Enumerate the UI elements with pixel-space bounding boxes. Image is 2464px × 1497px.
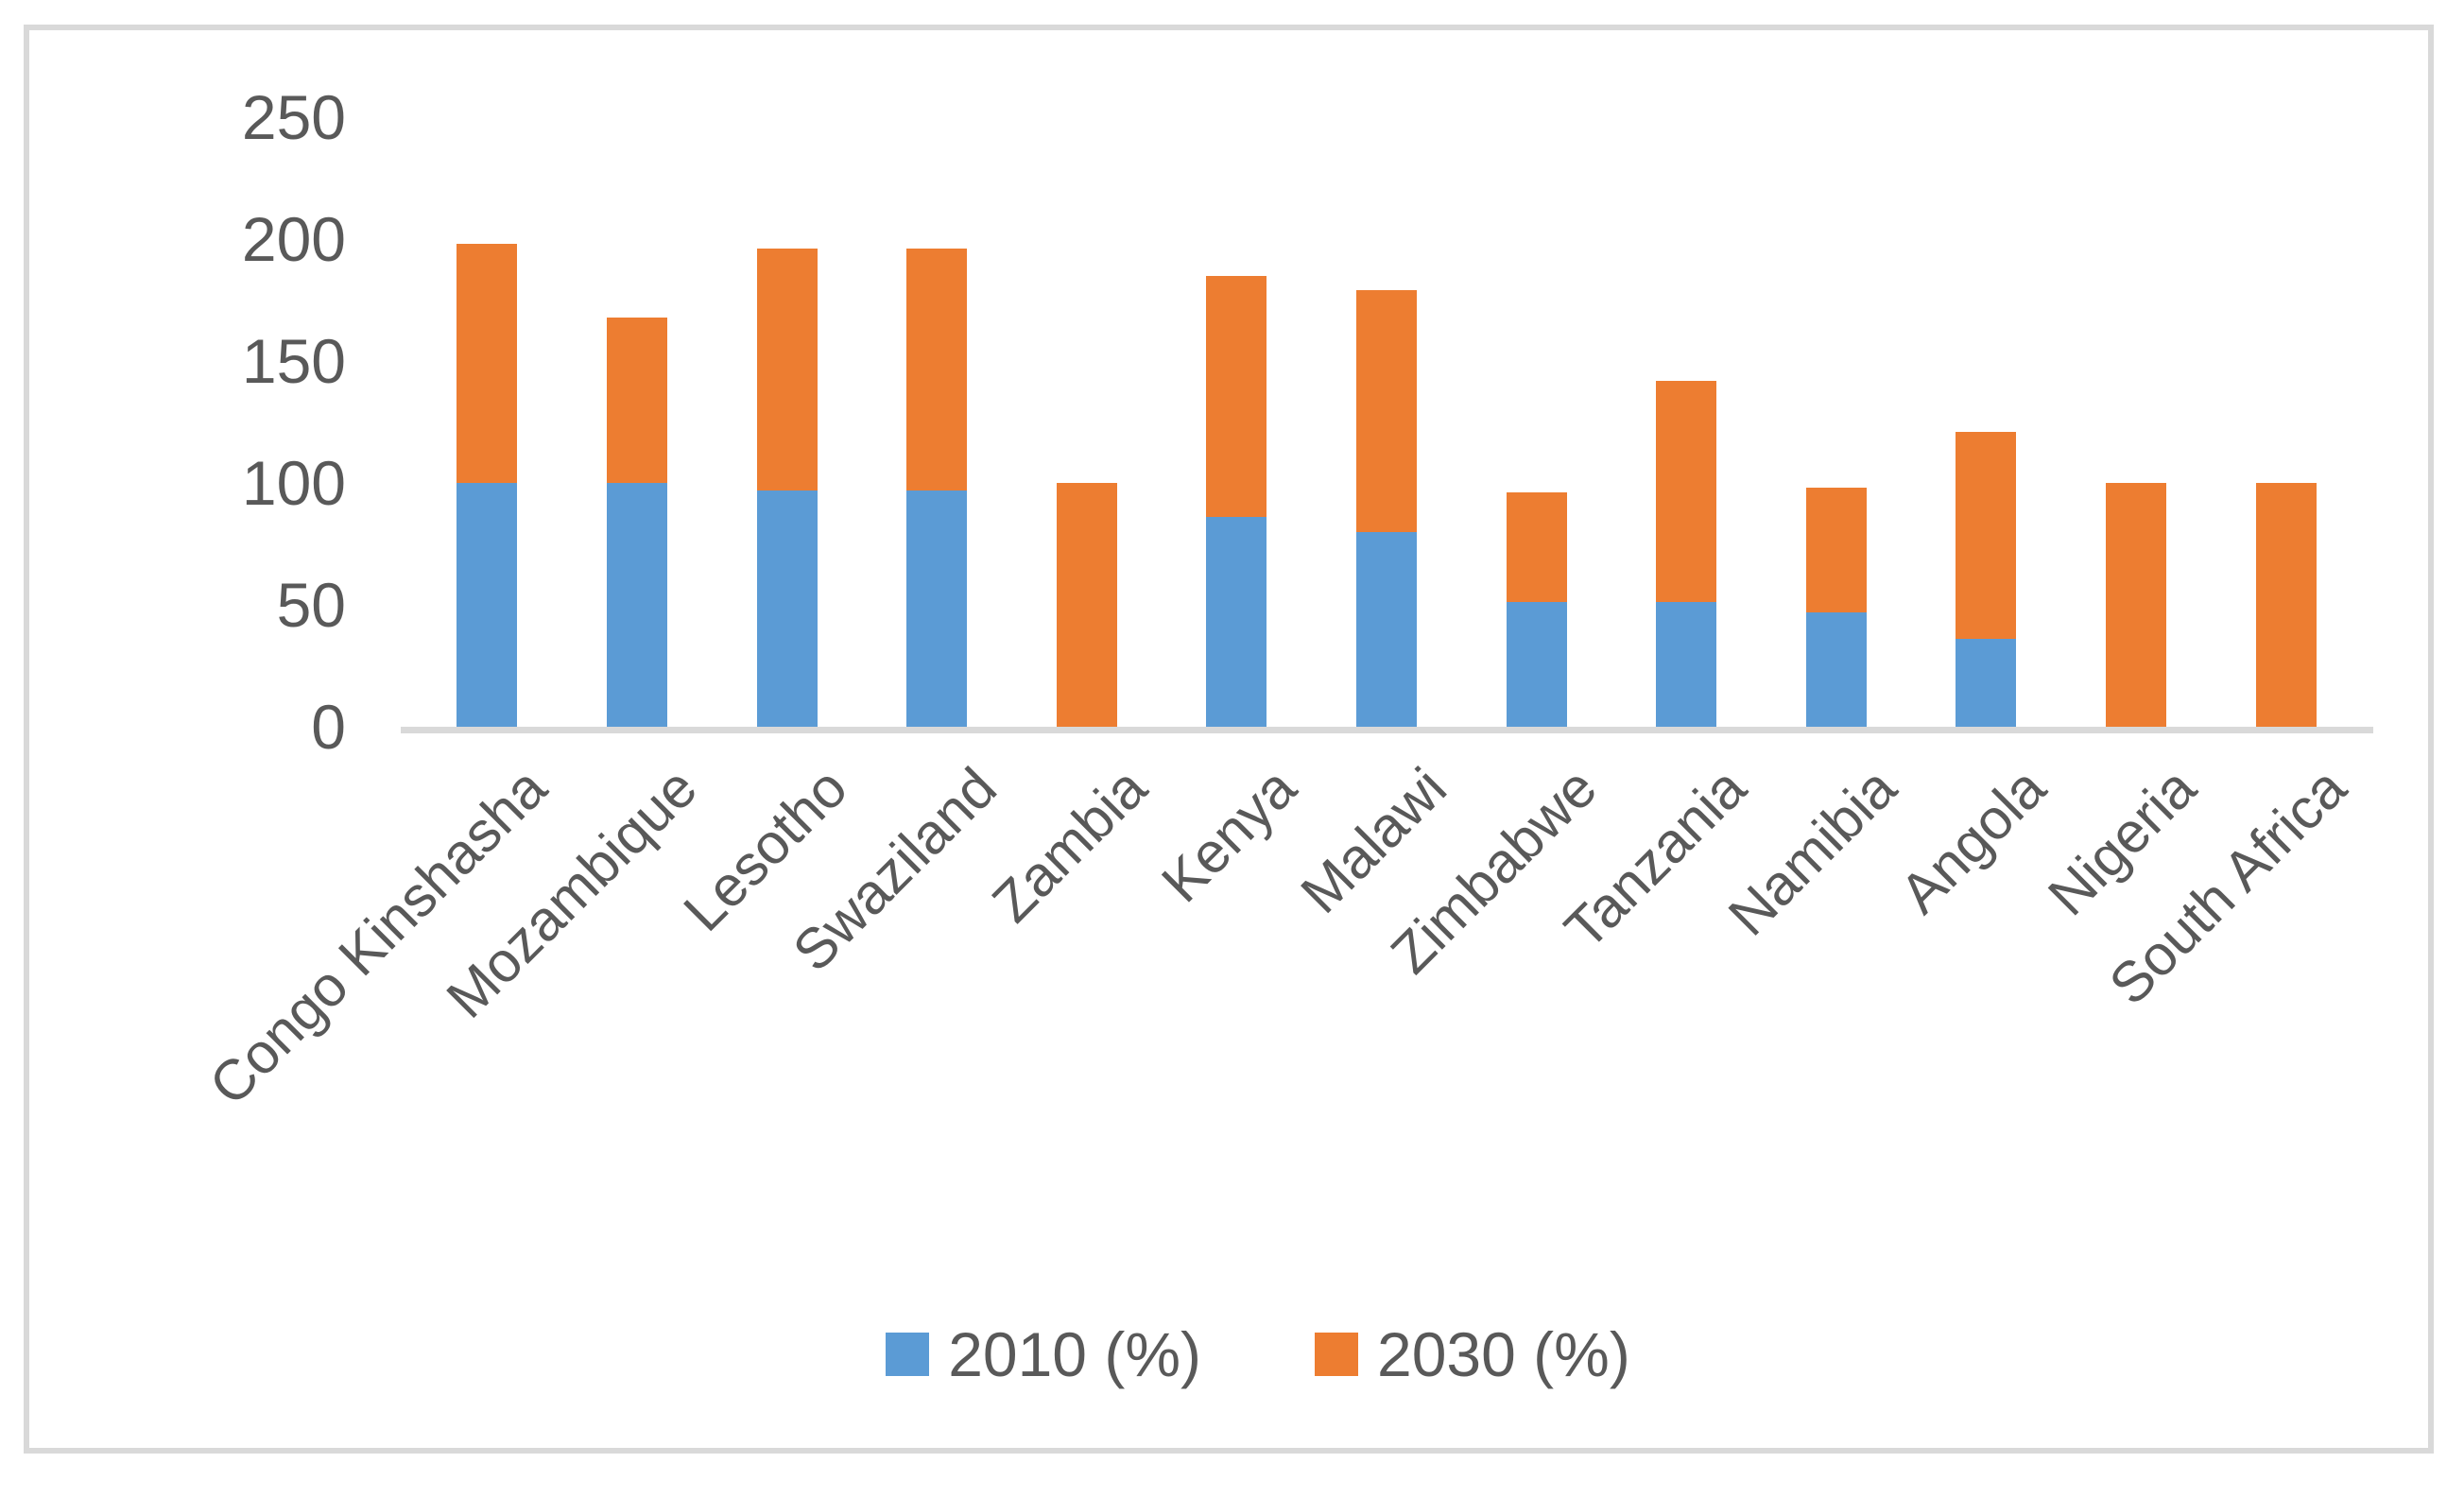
bar-segment-2010 <box>1206 517 1267 727</box>
y-tick-label-150: 150 <box>241 326 346 396</box>
bar-segment-2010 <box>756 490 818 727</box>
legend-swatch-2010 <box>886 1333 930 1376</box>
y-tick-label-250: 250 <box>241 82 346 152</box>
x-label-congo-kinshasha: Congo Kinshasha <box>197 755 560 1117</box>
bar-segment-2030 <box>756 249 818 490</box>
bar-congo-kinshasha <box>457 244 518 727</box>
bar-south-africa <box>2255 483 2317 727</box>
bar-segment-2030 <box>1956 431 2017 640</box>
bar-segment-2010 <box>1506 602 1567 727</box>
bar-segment-2030 <box>1355 290 1417 532</box>
y-tick-label-50: 50 <box>276 570 346 640</box>
y-tick-label-200: 200 <box>241 204 346 274</box>
bar-segment-2030 <box>1656 380 1717 603</box>
bar-swaziland <box>906 249 968 727</box>
legend-item-2030: 2030 (%) <box>1315 1323 1630 1385</box>
bar-segment-2010 <box>1355 531 1417 727</box>
bar-segment-2030 <box>457 244 518 483</box>
bar-segment-2010 <box>1656 602 1717 727</box>
bar-segment-2030 <box>1056 483 1117 727</box>
bar-zimbabwe <box>1506 492 1567 727</box>
bar-malawi <box>1355 290 1417 727</box>
bar-lesotho <box>756 249 818 727</box>
plot-area: 0 50 100 150 200 250 Congo Kinshasha Mozambiqu… <box>29 30 2428 1448</box>
bar-segment-2030 <box>1805 488 1867 612</box>
bar-kenya <box>1206 275 1267 727</box>
bar-segment-2030 <box>2255 483 2317 727</box>
x-axis-line <box>401 727 2373 733</box>
bar-segment-2010 <box>457 482 518 727</box>
bar-segment-2010 <box>906 490 968 727</box>
bar-namibia <box>1805 488 1867 727</box>
bar-angola <box>1956 431 2017 727</box>
bar-segment-2010 <box>606 482 667 727</box>
chart-frame: 0 50 100 150 200 250 Congo Kinshasha Mozambiqu… <box>24 25 2434 1454</box>
bar-segment-2030 <box>1506 492 1567 603</box>
bar-segment-2030 <box>906 249 968 490</box>
bar-segment-2010 <box>1956 639 2017 727</box>
legend-swatch-2030 <box>1315 1333 1358 1376</box>
legend-label-2030: 2030 (%) <box>1377 1319 1630 1389</box>
bar-nigeria <box>2105 483 2166 727</box>
bar-tanzania <box>1656 380 1717 727</box>
bar-segment-2030 <box>1206 275 1267 518</box>
y-tick-label-100: 100 <box>241 448 346 518</box>
legend-item-2010: 2010 (%) <box>886 1323 1201 1385</box>
legend: 2010 (%) 2030 (%) <box>53 1323 2463 1385</box>
legend-label-2010: 2010 (%) <box>948 1319 1201 1389</box>
bar-segment-2010 <box>1805 611 1867 727</box>
bar-mozambique <box>606 317 667 727</box>
y-tick-label-0: 0 <box>311 692 346 762</box>
bar-segment-2030 <box>606 317 667 483</box>
bar-segment-2030 <box>2105 483 2166 727</box>
bar-zambia <box>1056 483 1117 727</box>
